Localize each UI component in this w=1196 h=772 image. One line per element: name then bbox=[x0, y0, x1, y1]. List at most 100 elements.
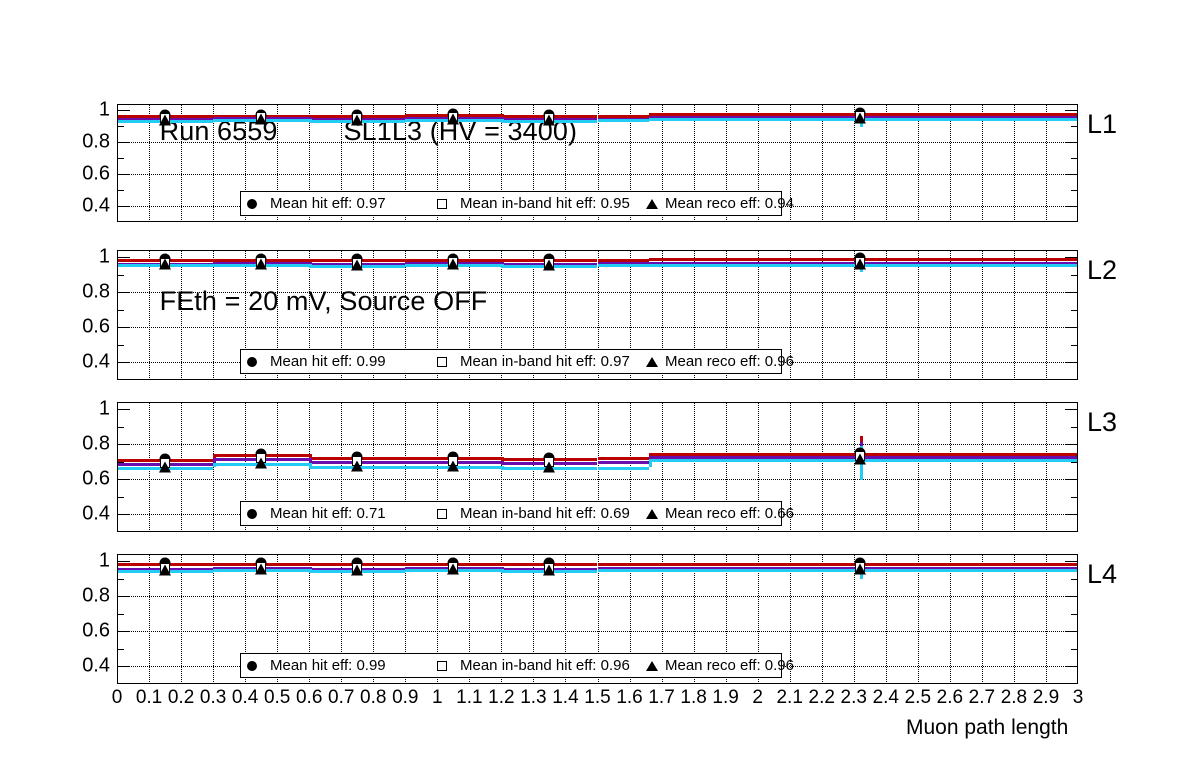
marker-glyph bbox=[437, 660, 447, 671]
y-tick-label: 0.4 bbox=[82, 654, 110, 677]
legend-label: Mean reco eff: 0.66 bbox=[665, 505, 794, 522]
data-marker-filled-triangle bbox=[447, 460, 460, 472]
gridline-vertical bbox=[309, 554, 311, 684]
y-tick-minor bbox=[1071, 648, 1078, 650]
data-marker-filled-triangle bbox=[255, 457, 268, 469]
gridline-vertical bbox=[693, 554, 695, 684]
y-tick-major bbox=[1065, 206, 1078, 208]
y-tick-label: 0.8 bbox=[82, 280, 110, 303]
data-marker-filled-triangle bbox=[447, 563, 460, 575]
gridline-vertical bbox=[469, 554, 471, 684]
gridline-vertical bbox=[821, 554, 823, 684]
series-step-riser bbox=[501, 456, 505, 458]
gridline-vertical bbox=[341, 250, 343, 380]
gridline-vertical bbox=[693, 250, 695, 380]
gridline-vertical bbox=[501, 554, 503, 684]
y-tick-label: 0.8 bbox=[82, 432, 110, 455]
x-tick-label: 2.3 bbox=[840, 687, 867, 708]
gridline-vertical bbox=[725, 250, 727, 380]
series-step-segment bbox=[597, 567, 649, 571]
y-tick-major bbox=[1065, 479, 1078, 481]
y-tick-major bbox=[117, 561, 130, 563]
y-tick-minor bbox=[117, 344, 124, 346]
x-tick-label: 0.8 bbox=[360, 687, 387, 708]
y-tick-label: 1 bbox=[98, 245, 110, 268]
legend-entry: Mean in-band hit eff: 0.97 bbox=[431, 353, 646, 370]
x-tick-label: 2.1 bbox=[776, 687, 803, 708]
y-tick-minor bbox=[117, 613, 124, 615]
gridline-vertical bbox=[629, 104, 631, 222]
y-tick-major bbox=[117, 292, 130, 294]
series-step-riser bbox=[309, 463, 313, 466]
gridline-vertical bbox=[949, 402, 951, 532]
series-step-segment bbox=[597, 457, 649, 461]
y-tick-major bbox=[1065, 596, 1078, 598]
gridline-vertical bbox=[341, 104, 343, 222]
data-marker-filled-triangle bbox=[854, 453, 867, 465]
marker-glyph bbox=[247, 508, 257, 519]
gridline-horizontal bbox=[117, 631, 1078, 633]
y-tick-label: 1 bbox=[98, 549, 110, 572]
gridline-vertical bbox=[725, 402, 727, 532]
series-step-riser bbox=[501, 117, 505, 119]
x-tick-label: 1.1 bbox=[456, 687, 483, 708]
y-tick-minor bbox=[1071, 496, 1078, 498]
data-marker-filled-triangle bbox=[255, 563, 268, 575]
legend-label: Mean reco eff: 0.96 bbox=[665, 353, 794, 370]
gridline-vertical bbox=[981, 250, 983, 380]
data-marker-filled-triangle bbox=[543, 259, 556, 271]
marker-glyph bbox=[247, 356, 257, 367]
y-tick-label: 0.4 bbox=[82, 350, 110, 373]
series-step-riser bbox=[501, 114, 505, 116]
legend-marker-open-square bbox=[431, 198, 453, 209]
series-step-segment bbox=[597, 461, 649, 465]
y-tick-minor bbox=[1071, 309, 1078, 311]
x-tick-label: 1.3 bbox=[520, 687, 547, 708]
gridline-vertical bbox=[629, 554, 631, 684]
data-marker-filled-triangle bbox=[351, 259, 364, 271]
y-tick-minor bbox=[117, 126, 124, 128]
gridline-vertical bbox=[533, 402, 535, 532]
y-tick-label: 0.6 bbox=[82, 467, 110, 490]
y-tick-minor bbox=[1071, 578, 1078, 580]
y-tick-minor bbox=[1071, 426, 1078, 428]
series-step-riser bbox=[501, 264, 505, 265]
y-tick-minor bbox=[1071, 461, 1078, 463]
gridline-vertical bbox=[277, 250, 279, 380]
gridline-vertical bbox=[149, 104, 151, 222]
x-tick-label: 2.5 bbox=[904, 687, 932, 708]
x-tick-label: 2.4 bbox=[872, 687, 900, 708]
y-tick-minor bbox=[117, 496, 124, 498]
legend-marker-filled-triangle bbox=[646, 198, 658, 209]
legend-entry: Mean reco eff: 0.94 bbox=[646, 195, 794, 212]
legend-marker-filled-triangle bbox=[646, 508, 658, 519]
x-axis-title: Muon path length bbox=[906, 716, 1069, 739]
legend-marker-open-square bbox=[431, 660, 453, 671]
series-step-segment bbox=[597, 119, 649, 123]
gridline-vertical bbox=[565, 250, 567, 380]
settings-label: FEth = 20 mV, Source OFF bbox=[159, 286, 488, 316]
gridline-vertical bbox=[853, 104, 855, 222]
title-line-2: FEth = 20 mV, Source OFF bbox=[114, 250, 577, 352]
gridline-vertical bbox=[821, 402, 823, 532]
x-tick-label: 2.7 bbox=[968, 687, 996, 708]
series-step-segment bbox=[597, 262, 649, 266]
gridline-vertical bbox=[501, 104, 503, 222]
legend-l2: Mean hit eff: 0.99 Mean in-band hit eff: … bbox=[240, 349, 794, 374]
series-step-riser bbox=[309, 263, 313, 265]
gridline-vertical bbox=[885, 250, 887, 380]
panel-label-l3: L3 bbox=[1087, 407, 1118, 437]
data-marker-filled-triangle bbox=[255, 258, 268, 270]
y-tick-minor bbox=[117, 274, 124, 276]
x-tick-label: 0.6 bbox=[295, 687, 323, 708]
legend-marker-filled-circle bbox=[241, 198, 263, 209]
gridline-vertical bbox=[1045, 402, 1047, 532]
gridline-vertical bbox=[309, 250, 311, 380]
gridline-vertical bbox=[853, 402, 855, 532]
series-step-segment bbox=[597, 466, 649, 470]
legend-label: Mean in-band hit eff: 0.96 bbox=[460, 657, 630, 674]
y-tick-label: 0.4 bbox=[82, 194, 110, 217]
gridline-vertical bbox=[661, 104, 663, 222]
legend-entry: Mean in-band hit eff: 0.69 bbox=[431, 505, 646, 522]
panel-frame bbox=[117, 104, 1078, 222]
